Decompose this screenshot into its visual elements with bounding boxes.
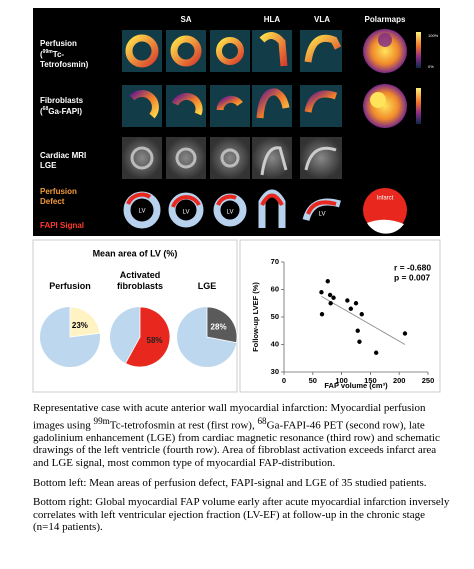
x-tick-label: 250 bbox=[422, 376, 435, 385]
y-tick-label: 50 bbox=[271, 312, 279, 321]
point bbox=[328, 301, 333, 306]
x-tick-label: 150 bbox=[364, 376, 377, 385]
column-headers: SA HLA VLA Polarmaps bbox=[180, 15, 406, 24]
mri-images bbox=[122, 137, 342, 179]
column-header: SA bbox=[180, 15, 191, 24]
row-label: FAPI Signal bbox=[40, 221, 84, 230]
caption-paragraph: Bottom left: Mean areas of perfusion def… bbox=[33, 476, 427, 489]
point bbox=[319, 312, 325, 317]
annotation: r = -0.680 bbox=[394, 262, 431, 272]
row-label: Fibroblasts bbox=[40, 96, 84, 105]
perfusion-images: 100% 0% bbox=[122, 29, 439, 73]
row-label: Tetrofosmin) bbox=[40, 60, 89, 69]
trend-line bbox=[321, 295, 406, 345]
caption-paragraph: Bottom right: Global myocardial FAP volu… bbox=[33, 496, 450, 534]
point bbox=[345, 298, 350, 303]
pie-slice bbox=[69, 306, 101, 338]
column-header: Polarmaps bbox=[365, 15, 406, 24]
row-label: Perfusion bbox=[40, 39, 77, 48]
y-tick-label: 70 bbox=[271, 257, 279, 266]
x-tick-label: 100 bbox=[335, 376, 348, 385]
caption: Representative case with acute anterior … bbox=[33, 402, 453, 541]
y-axis-label: Follow-up LVEF (%) bbox=[251, 282, 260, 352]
pie-value-label: 23% bbox=[72, 321, 88, 330]
column-header: HLA bbox=[264, 15, 281, 24]
caption-paragraph: Representative case with acute anterior … bbox=[33, 402, 440, 470]
pie-value-label: 28% bbox=[211, 323, 227, 332]
row-label: Defect bbox=[40, 197, 65, 206]
column-header: VLA bbox=[314, 15, 330, 24]
point bbox=[348, 306, 354, 311]
lv-label: LV bbox=[183, 210, 190, 216]
point bbox=[319, 290, 324, 295]
pie-slice bbox=[206, 306, 238, 344]
row-label: Perfusion bbox=[40, 187, 77, 196]
lv-label: LV bbox=[319, 212, 326, 218]
row-labels: Perfusion (99mTc- Tetrofosmin) Fibroblas… bbox=[40, 39, 89, 230]
x-tick-label: 0 bbox=[282, 376, 286, 385]
point bbox=[353, 301, 359, 306]
lv-label: LV bbox=[227, 210, 234, 216]
colorbar-label: 0% bbox=[428, 64, 434, 69]
point bbox=[359, 312, 364, 317]
lv-label: LV bbox=[139, 209, 146, 215]
point bbox=[327, 292, 333, 298]
pie-slice bbox=[125, 306, 171, 368]
x-tick-label: 200 bbox=[393, 376, 406, 385]
x-axis-label: FAP volume (cm³) bbox=[324, 381, 388, 390]
y-tick-label: 40 bbox=[271, 339, 279, 348]
point bbox=[402, 331, 408, 336]
pie-label: Activated fibroblasts bbox=[117, 270, 163, 291]
point bbox=[373, 350, 379, 355]
infarct-label: Infarct bbox=[377, 196, 394, 202]
point bbox=[325, 279, 330, 284]
row-label: Cardiac MRI bbox=[40, 151, 86, 160]
pie-label: LGE bbox=[198, 281, 217, 291]
fapi-images bbox=[122, 84, 421, 128]
row-label: (68Ga-FAPI) bbox=[40, 106, 82, 116]
point bbox=[357, 339, 362, 344]
colorbar-label: 100% bbox=[428, 33, 439, 38]
scatter-panel bbox=[239, 239, 441, 393]
figure: SA HLA VLA Polarmaps Perfusion (99mTc- T… bbox=[32, 8, 441, 393]
point bbox=[331, 295, 336, 300]
pie-title: Mean area of LV (%) bbox=[93, 248, 178, 258]
y-tick-label: 60 bbox=[271, 284, 279, 293]
pie-value-label: 58% bbox=[147, 336, 163, 345]
x-tick-label: 50 bbox=[309, 376, 317, 385]
annotation: p = 0.007 bbox=[394, 272, 430, 282]
pie-label: Perfusion bbox=[49, 281, 91, 291]
row-label: (99mTc- bbox=[40, 49, 64, 59]
point bbox=[355, 328, 360, 333]
row-label: LGE bbox=[40, 161, 57, 170]
y-tick-label: 30 bbox=[271, 367, 279, 376]
schematics: LV LV LV LV Infarct bbox=[123, 188, 407, 234]
